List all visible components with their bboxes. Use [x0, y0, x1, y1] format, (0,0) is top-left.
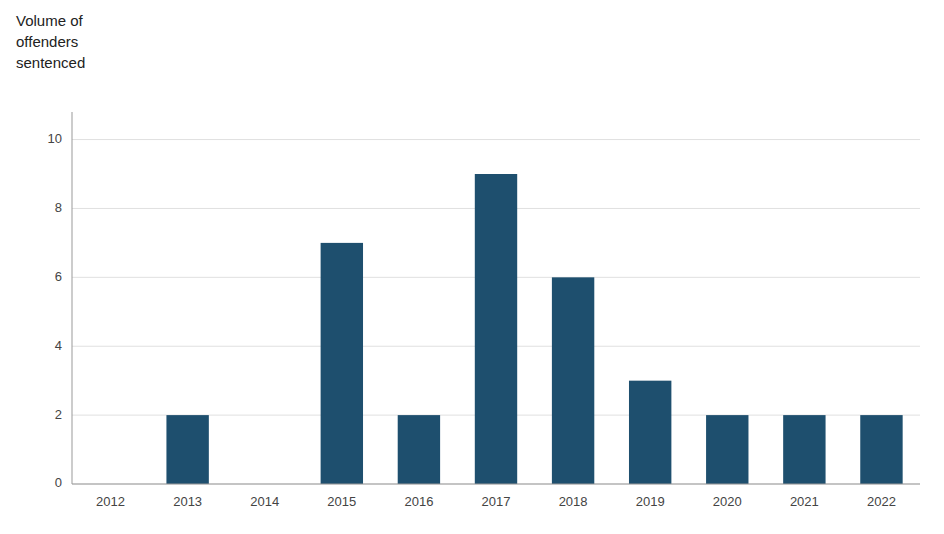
y-tick-label: 4 — [55, 338, 62, 353]
chart: Volume ofoffenderssentenced0246810201220… — [0, 0, 944, 534]
bars — [166, 174, 902, 484]
x-tick-label: 2015 — [327, 494, 356, 509]
x-tick-label: 2018 — [559, 494, 588, 509]
bar — [321, 243, 363, 484]
bar — [475, 174, 517, 484]
y-tick-label: 6 — [55, 269, 62, 284]
x-tick-label: 2021 — [790, 494, 819, 509]
y-axis-label-line: offenders — [16, 33, 78, 50]
y-tick-label: 10 — [48, 131, 62, 146]
grid-line — [72, 139, 920, 140]
y-tick-label: 0 — [55, 475, 62, 490]
x-tick-label: 2012 — [96, 494, 125, 509]
x-tick-label: 2022 — [867, 494, 896, 509]
y-axis-line — [72, 112, 73, 484]
bar — [398, 415, 440, 484]
bar — [706, 415, 748, 484]
x-tick-labels: 2012 2013 2014 2015 2016 2017 2018 2019 2020 2021… — [96, 494, 896, 509]
chart-container: Volume ofoffenderssentenced0246810201220… — [0, 0, 944, 534]
x-axis-line — [72, 484, 920, 485]
y-axis-label-line: Volume of — [16, 12, 84, 29]
x-tick-label: 2013 — [173, 494, 202, 509]
x-tick-label: 2020 — [713, 494, 742, 509]
y-axis-label: Volume of offenders sentenced — [16, 12, 85, 71]
y-axis-label-line: sentenced — [16, 54, 85, 71]
y-tick-label: 2 — [55, 407, 62, 422]
x-tick-label: 2017 — [482, 494, 511, 509]
grid-line — [72, 484, 920, 485]
bar — [860, 415, 902, 484]
bar — [552, 277, 594, 484]
y-tick-label: 8 — [55, 200, 62, 215]
bar — [166, 415, 208, 484]
x-tick-label: 2016 — [404, 494, 433, 509]
x-tick-label: 2014 — [250, 494, 279, 509]
bar — [629, 381, 671, 484]
y-tick-labels: 0 2 4 6 8 10 — [48, 131, 62, 490]
grid — [72, 140, 920, 484]
x-tick-label: 2019 — [636, 494, 665, 509]
bar — [783, 415, 825, 484]
